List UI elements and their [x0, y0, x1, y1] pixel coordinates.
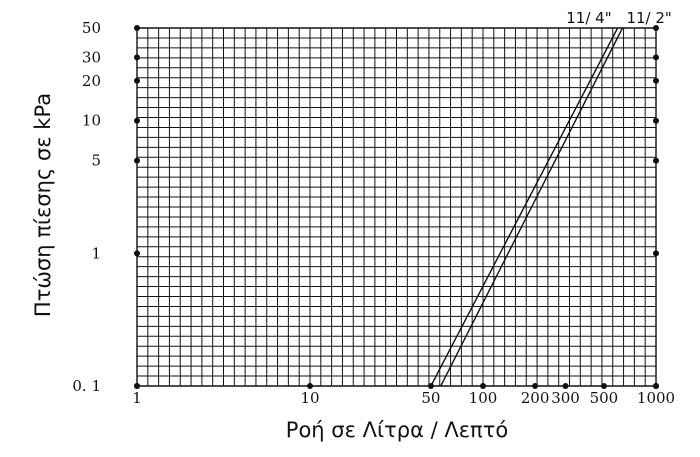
y-tick-dot: [134, 157, 140, 164]
y-tick-label: 0. 1: [72, 377, 101, 395]
y-tick-dot: [653, 117, 659, 124]
x-tick-label: 50: [421, 389, 440, 407]
y-tick-dot: [134, 54, 140, 61]
y-tick-dot: [653, 77, 659, 84]
axis-dots: [134, 25, 659, 389]
x-tick-label: 300: [551, 389, 580, 407]
y-tick-dot: [134, 77, 140, 84]
series-label: 11/ 2": [626, 9, 671, 27]
x-tick-dot: [532, 383, 539, 389]
x-tick-labels: 1 10 50 100 200 300 500 1000: [132, 389, 675, 407]
series-line: [440, 27, 624, 387]
x-tick-label: 1: [132, 389, 142, 407]
y-tick-dot: [653, 54, 659, 61]
series-line: [430, 27, 619, 387]
y-tick-labels: 0. 1 1 5 10 20 30 50: [72, 19, 101, 395]
x-tick-dot: [134, 383, 140, 389]
y-tick-label: 20: [82, 72, 101, 90]
y-tick-dot: [134, 25, 140, 31]
y-tick-label: 50: [82, 19, 101, 37]
x-tick-label: 10: [300, 389, 319, 407]
y-tick-label: 1: [91, 244, 101, 262]
series-label: 11/ 4": [566, 9, 611, 27]
chart-series: 11/ 4" 11/ 2": [430, 9, 672, 387]
y-tick-label: 5: [91, 152, 101, 170]
x-axis-label: Ροή σε Λίτρα / Λεπτό: [286, 418, 508, 442]
x-tick-label: 100: [469, 389, 498, 407]
x-tick-dot: [427, 383, 434, 389]
x-tick-dot: [307, 383, 313, 389]
y-tick-dot: [653, 157, 659, 164]
y-tick-label: 30: [82, 48, 101, 66]
y-tick-dot: [134, 250, 140, 257]
y-tick-dot: [653, 250, 659, 257]
x-tick-dot: [562, 383, 569, 389]
x-tick-dot: [480, 383, 486, 389]
x-tick-label: 500: [590, 389, 619, 407]
x-tick-label: 200: [521, 389, 550, 407]
x-tick-dot: [600, 383, 607, 389]
y-axis-label: Πτώση πίεσης σε kPa: [31, 93, 55, 317]
y-tick-dot: [653, 25, 659, 31]
y-tick-dot: [134, 117, 140, 124]
x-tick-dot: [653, 383, 659, 389]
x-tick-label: 1000: [637, 389, 675, 407]
chart-grid: [136, 27, 657, 387]
y-tick-label: 10: [82, 112, 101, 130]
